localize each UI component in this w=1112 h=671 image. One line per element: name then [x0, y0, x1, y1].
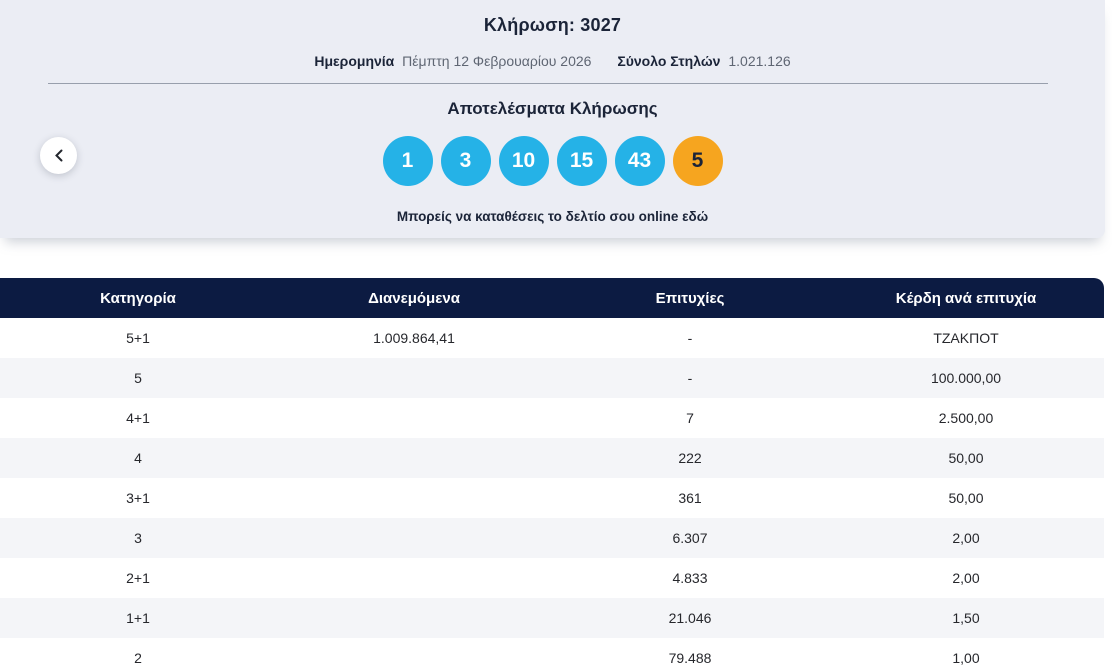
table-cell: 4+1	[126, 410, 150, 426]
table-cell: -	[687, 330, 693, 346]
table-cell: 50,00	[948, 490, 984, 506]
draw-date-label: Ημερομηνία	[314, 53, 395, 69]
drawn-number-ball: 3	[440, 136, 491, 186]
drawn-number-ball: 43	[614, 136, 665, 186]
table-row: 2+1 4.833 2,00	[0, 558, 1104, 598]
table-cell: 7	[686, 410, 694, 426]
table-cell: 100.000,00	[930, 370, 1002, 386]
draw-date: Ημερομηνία Πέμπτη 12 Φεβρουαρίου 2026	[314, 53, 595, 69]
drawn-number-ball: 15	[556, 136, 607, 186]
table-row: 3 6.307 2,00	[0, 518, 1104, 558]
table-cell: 2,00	[952, 570, 980, 586]
draw-summary-card: Κλήρωση: 3027 Ημερομηνία Πέμπτη 12 Φεβρο…	[0, 0, 1105, 238]
column-header-distributed: Διανεμόμενα	[368, 289, 460, 307]
table-cell: 5	[134, 370, 142, 386]
table-cell: 79.488	[668, 650, 712, 666]
table-cell: 4.833	[672, 570, 708, 586]
drawn-number-ball: 1	[382, 136, 433, 186]
table-row: 4 222 50,00	[0, 438, 1104, 478]
table-cell: -	[687, 370, 693, 386]
table-row: 5+1 1.009.864,41 - ΤΖΑΚΠΟΤ	[0, 318, 1104, 358]
table-cell: 1+1	[126, 610, 150, 626]
column-header-category: Κατηγορία	[100, 289, 176, 307]
table-cell: 2.500,00	[938, 410, 994, 426]
previous-draw-button[interactable]	[40, 137, 77, 174]
bonus-number-ball: 5	[672, 136, 723, 186]
table-row: 5 - 100.000,00	[0, 358, 1104, 398]
draw-caption: Μπορείς να καταθέσεις το δελτίο σου onli…	[0, 209, 1105, 224]
table-cell: ΤΖΑΚΠΟΤ	[933, 330, 999, 346]
table-cell: 222	[678, 450, 702, 466]
table-cell: 50,00	[948, 450, 984, 466]
table-row: 2 79.488 1,00	[0, 638, 1104, 671]
table-row: 4+1 7 2.500,00	[0, 398, 1104, 438]
table-cell: 361	[678, 490, 702, 506]
drawn-numbers: 1 3 10 15 43 5	[0, 136, 1105, 186]
total-columns-label: Σύνολο Στηλών	[617, 53, 721, 69]
table-cell: 1,00	[952, 650, 980, 666]
table-cell: 21.046	[668, 610, 712, 626]
table-cell: 4	[134, 450, 142, 466]
results-heading: Αποτελέσματα Κλήρωσης	[447, 99, 658, 118]
drawn-number-ball: 10	[498, 136, 549, 186]
table-cell: 2,00	[952, 530, 980, 546]
draw-date-value: Πέμπτη 12 Φεβρουαρίου 2026	[402, 53, 592, 69]
table-row: 3+1 361 50,00	[0, 478, 1104, 518]
table-cell: 1,50	[952, 610, 980, 626]
table-cell: 2+1	[126, 570, 150, 586]
table-cell: 2	[134, 650, 142, 666]
chevron-left-icon	[55, 149, 63, 162]
results-table: Κατηγορία Διανεμόμενα Επιτυχίες Κέρδη αν…	[0, 278, 1104, 671]
results-table-body: 5+1 1.009.864,41 - ΤΖΑΚΠΟΤ 5 - 100.000,00 4+1 7 2…	[0, 318, 1104, 671]
divider	[48, 83, 1048, 84]
deposit-online-link[interactable]: εδώ	[682, 209, 709, 224]
total-columns-value: 1.021.126	[728, 53, 791, 69]
column-header-winnings-per-winner: Κέρδη ανά επιτυχία	[895, 289, 1037, 307]
table-cell: 6.307	[672, 530, 708, 546]
results-table-header: Κατηγορία Διανεμόμενα Επιτυχίες Κέρδη αν…	[0, 278, 1104, 318]
table-cell: 1.009.864,41	[373, 330, 455, 346]
table-row: 1+1 21.046 1,50	[0, 598, 1104, 638]
draw-title: Κλήρωση: 3027	[483, 15, 622, 35]
draw-meta: Ημερομηνία Πέμπτη 12 Φεβρουαρίου 2026 Σύ…	[0, 53, 1105, 69]
caption-text: Μπορείς να καταθέσεις το δελτίο σου onli…	[396, 209, 683, 224]
table-cell: 5+1	[126, 330, 150, 346]
column-header-winners: Επιτυχίες	[655, 289, 725, 307]
table-cell: 3+1	[126, 490, 150, 506]
total-columns: Σύνολο Στηλών 1.021.126	[617, 53, 790, 69]
table-cell: 3	[134, 530, 142, 546]
